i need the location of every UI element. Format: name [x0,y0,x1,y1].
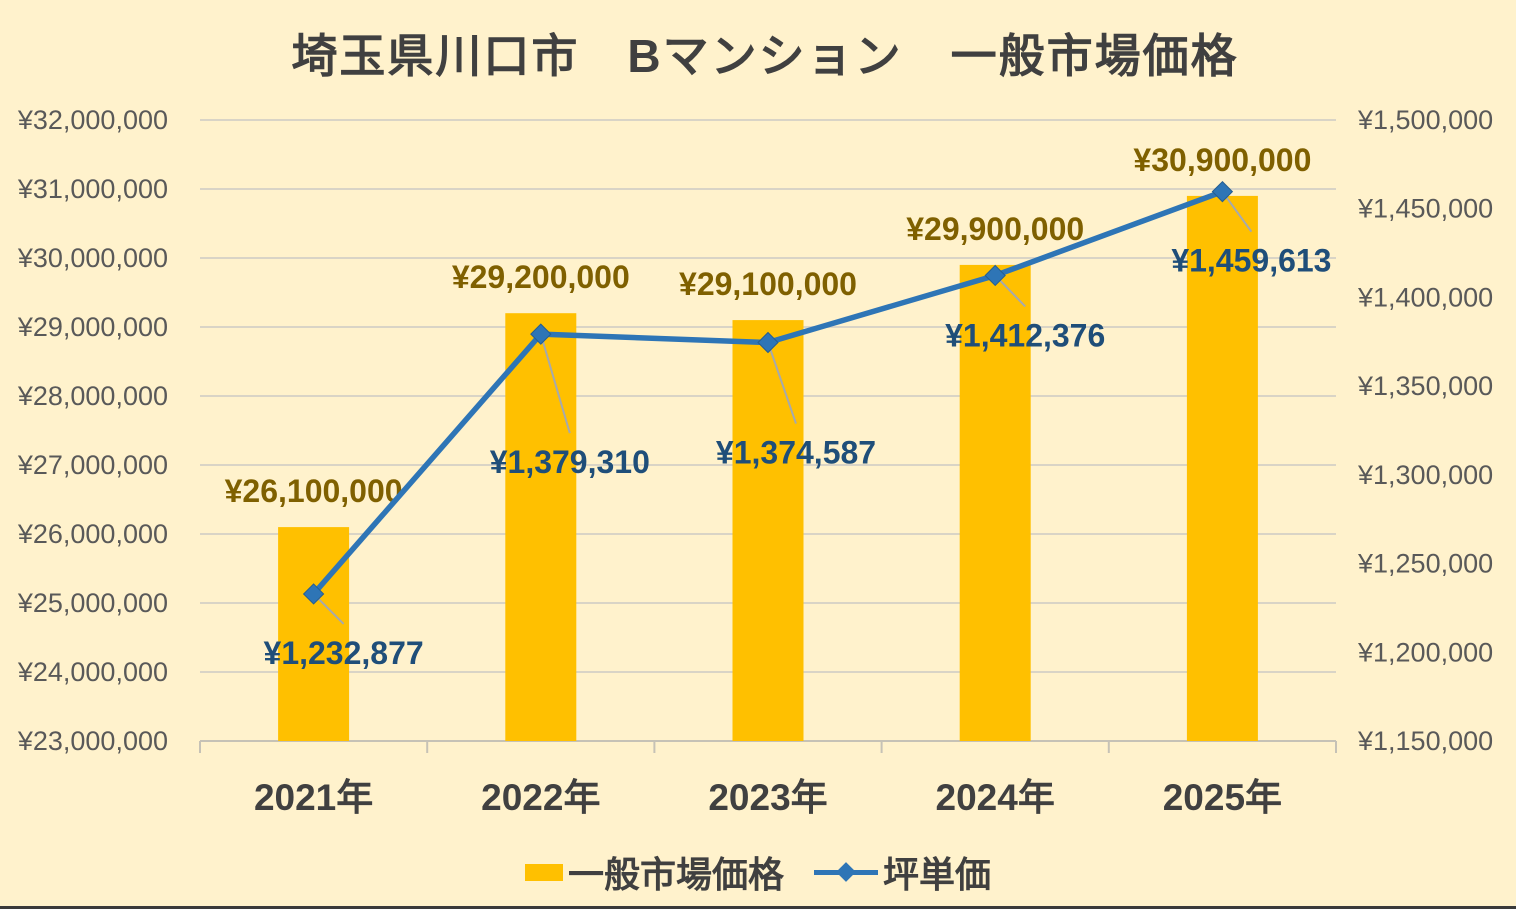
line-marker-diamond-icon [757,331,779,354]
left-axis-tick-label: ¥25,000,000 [17,588,168,618]
line-data-label: ¥1,379,310 [490,444,650,480]
line-marker-diamond-icon [1211,180,1234,203]
bars-layer [278,195,1258,741]
right-axis-tick-label: ¥1,500,000 [1357,105,1493,135]
bar-data-label: ¥29,900,000 [906,211,1084,247]
leader-line [1221,191,1253,233]
right-axis-tick-label: ¥1,200,000 [1357,637,1493,667]
right-axis-tick-label: ¥1,450,000 [1357,194,1493,224]
line-data-label: ¥1,459,613 [1171,243,1331,279]
bar-series-swatch-icon [524,863,563,881]
line-data-label: ¥1,374,587 [716,435,876,471]
legend-label-tsubo-price: 坪単価 [883,854,992,895]
left-axis-tick-label: ¥26,000,000 [17,519,168,549]
left-axis-tick-label: ¥32,000,000 [17,105,168,135]
left-axis-tick-label: ¥29,000,000 [17,312,168,342]
right-axis-tick-label: ¥1,300,000 [1357,460,1493,490]
line-series-marker-icon [814,861,878,883]
bar-data-label: ¥29,100,000 [679,266,857,302]
legend-item-tsubo-price: 坪単価 [814,846,991,898]
x-axis-category-label: 2023年 [708,777,827,818]
legend-item-market-price: 一般市場価格 [524,846,784,898]
right-axis-tick-label: ¥1,400,000 [1357,282,1493,312]
line-series-layer [302,180,1253,625]
leader-line [539,333,571,434]
left-axis-tick-label: ¥24,000,000 [17,657,168,687]
line-labels-layer: ¥1,232,877 ¥1,379,310 ¥1,374,587 ¥1,412,376… [264,243,1332,671]
left-axis-tick-label: ¥23,000,000 [17,726,168,756]
right-axis-tick-label: ¥1,250,000 [1357,549,1493,579]
x-axis-category-label: 2021年 [254,777,373,818]
bar-data-label: ¥29,200,000 [452,259,630,295]
bar-data-label: ¥26,100,000 [225,473,403,509]
line-marker-diamond-icon [984,264,1006,287]
x-axis-category-label: 2025年 [1163,777,1282,818]
bar-data-label: ¥30,900,000 [1133,142,1311,178]
x-axis-category-label: 2022年 [481,777,600,818]
right-axis-tick-label: ¥1,150,000 [1357,726,1493,756]
left-axis-tick-label: ¥27,000,000 [17,450,168,480]
leader-line [767,342,797,424]
line-data-label: ¥1,232,877 [264,635,424,671]
bar [959,264,1031,741]
left-axis-tick-label: ¥28,000,000 [17,381,168,411]
bar-labels-layer: ¥26,100,000 ¥29,200,000 ¥29,100,000 ¥29,900… [225,142,1312,509]
chart-title: 埼玉県川口市 Bマンション 一般市場価格 [291,30,1238,82]
legend-label-market-price: 一般市場価格 [567,854,784,895]
chart-legend: 一般市場価格 坪単価 [0,846,1516,898]
bar [732,320,804,741]
bottom-border-line [0,906,1516,909]
bar [1186,195,1258,741]
bar [505,313,577,741]
x-axis-category-label: 2024年 [936,777,1055,818]
line-marker-diamond-icon [530,323,552,345]
left-axis-tick-label: ¥30,000,000 [17,243,168,273]
line-marker-diamond-icon [302,583,325,605]
left-axis-tick-label: ¥31,000,000 [17,174,168,204]
right-axis-tick-label: ¥1,350,000 [1357,371,1493,401]
line-data-label: ¥1,412,376 [945,317,1105,353]
axes-layer: ¥23,000,000 ¥24,000,000 ¥25,000,000 ¥26,000… [17,105,1493,818]
